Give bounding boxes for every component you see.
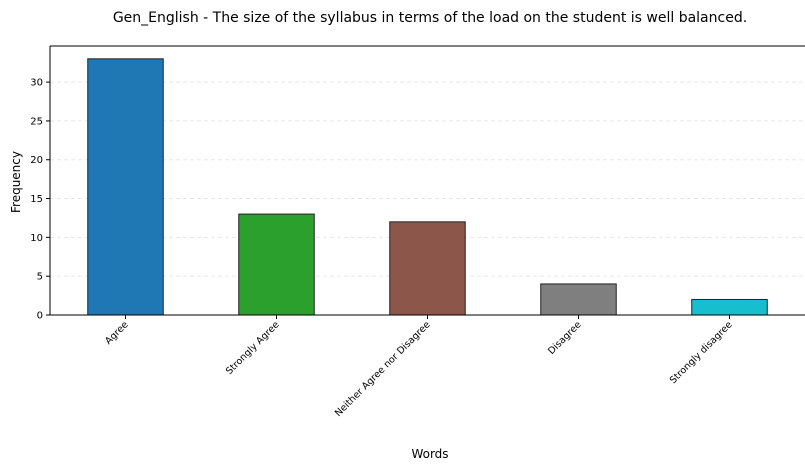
x-ticks: Agree Strongly Agree Neither Agree nor Dis… [103,315,735,419]
bar-agree [87,58,164,316]
bar-neither-agree-nor-disagree [389,221,466,316]
y-tick-label: 15 [30,194,43,205]
bars [87,58,768,316]
x-tick-label: Strongly Agree [224,319,282,377]
y-tick-label: 5 [37,272,43,283]
bar-disagree [540,283,617,316]
chart-title: Gen_English - The size of the syllabus i… [113,10,747,26]
y-tick-label: 0 [37,311,43,322]
x-tick-label: Strongly disagree [668,319,735,386]
x-tick-label: Disagree [546,319,584,357]
y-tick-label: 25 [30,116,43,127]
x-tick-label: Neither Agree nor Disagree [333,319,433,419]
y-tick-label: 20 [30,155,43,166]
x-tick-label: Agree [103,319,131,347]
bar-strongly-disagree [691,298,768,316]
y-axis-label: Frequency [9,151,23,213]
y-ticks: 0 5 10 15 20 25 30 [30,78,50,322]
y-tick-label: 10 [30,233,43,244]
bar-strongly-agree [238,213,315,316]
x-axis-label: Words [411,447,448,461]
y-tick-label: 30 [30,78,43,89]
